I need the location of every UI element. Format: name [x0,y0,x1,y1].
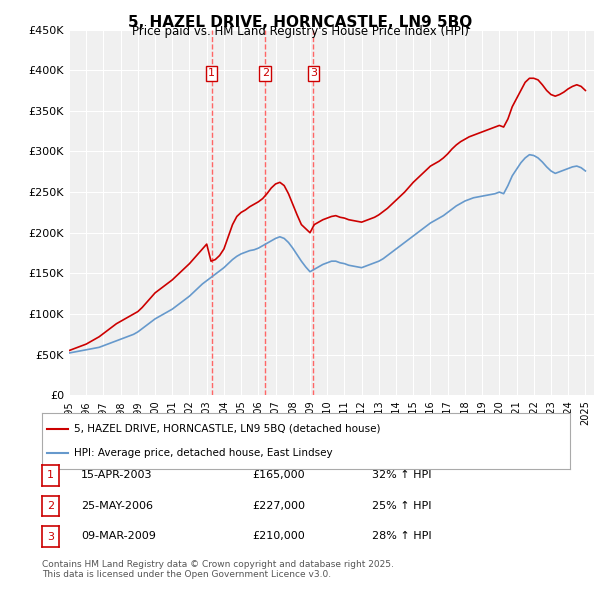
Text: 32% ↑ HPI: 32% ↑ HPI [372,470,431,480]
Text: 2: 2 [262,68,269,78]
Text: 1: 1 [208,68,215,78]
Text: 25-MAY-2006: 25-MAY-2006 [81,501,153,510]
Text: 3: 3 [47,532,54,542]
Text: 1: 1 [47,470,54,480]
Text: 09-MAR-2009: 09-MAR-2009 [81,532,156,541]
Text: 3: 3 [310,68,317,78]
Text: 25% ↑ HPI: 25% ↑ HPI [372,501,431,510]
Text: 15-APR-2003: 15-APR-2003 [81,470,152,480]
Text: £227,000: £227,000 [252,501,305,510]
Text: £165,000: £165,000 [252,470,305,480]
Text: HPI: Average price, detached house, East Lindsey: HPI: Average price, detached house, East… [74,448,332,458]
Text: Price paid vs. HM Land Registry's House Price Index (HPI): Price paid vs. HM Land Registry's House … [131,25,469,38]
Text: 28% ↑ HPI: 28% ↑ HPI [372,532,431,541]
Text: 2: 2 [47,501,54,511]
Text: £210,000: £210,000 [252,532,305,541]
Text: 5, HAZEL DRIVE, HORNCASTLE, LN9 5BQ: 5, HAZEL DRIVE, HORNCASTLE, LN9 5BQ [128,15,472,30]
Text: Contains HM Land Registry data © Crown copyright and database right 2025.
This d: Contains HM Land Registry data © Crown c… [42,560,394,579]
Text: 5, HAZEL DRIVE, HORNCASTLE, LN9 5BQ (detached house): 5, HAZEL DRIVE, HORNCASTLE, LN9 5BQ (det… [74,424,380,434]
